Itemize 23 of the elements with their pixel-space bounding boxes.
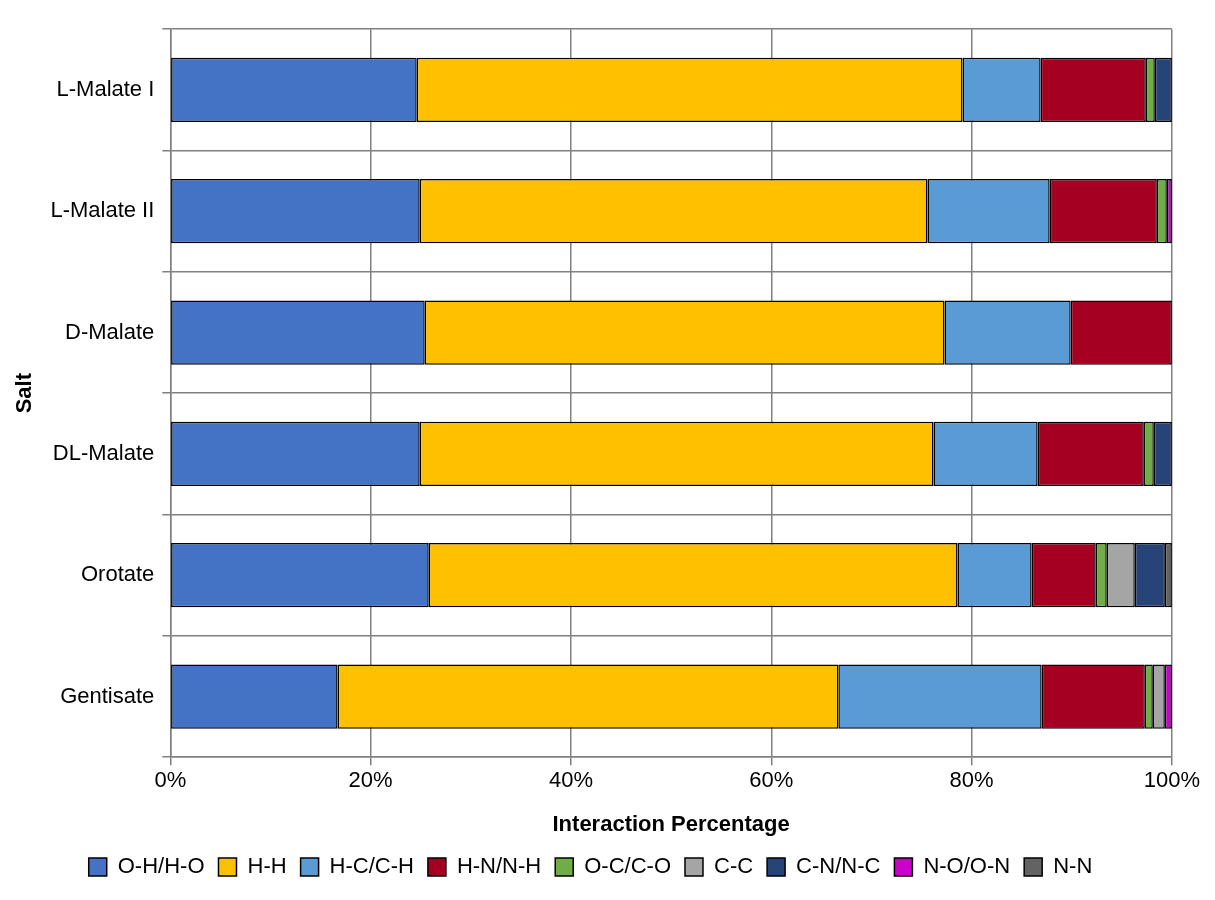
- legend-label: H-H: [247, 853, 287, 879]
- y-tick-label: D-Malate: [65, 318, 155, 344]
- legend-label: C-N/N-C: [796, 853, 881, 879]
- x-tick-label: 80%: [949, 767, 994, 793]
- x-tick-label: 60%: [749, 767, 794, 793]
- x-tick-label: 40%: [548, 767, 593, 793]
- legend-label: O-H/H-O: [117, 853, 205, 879]
- legend-label: O-C/C-O: [584, 853, 671, 879]
- y-tick-label: Orotate: [80, 561, 155, 587]
- x-axis-title: Interaction Percentage: [552, 810, 790, 836]
- y-axis-title: Salt: [11, 372, 37, 414]
- x-tick-label: 0%: [154, 767, 187, 793]
- legend-label: H-N/N-H: [456, 853, 542, 879]
- x-tick-label: 20%: [348, 767, 393, 793]
- legend-label: C-C: [713, 853, 754, 879]
- x-tick-label: 100%: [1143, 767, 1201, 793]
- legend-label: H-C/C-H: [329, 853, 414, 879]
- y-tick-label: Gentisate: [60, 682, 155, 708]
- y-tick-label: DL-Malate: [52, 439, 155, 465]
- y-tick-label: L-Malate I: [56, 75, 155, 101]
- y-tick-label: L-Malate II: [50, 197, 155, 223]
- legend-label: N-N: [1053, 853, 1093, 879]
- legend-label: N-O/O-N: [923, 853, 1011, 879]
